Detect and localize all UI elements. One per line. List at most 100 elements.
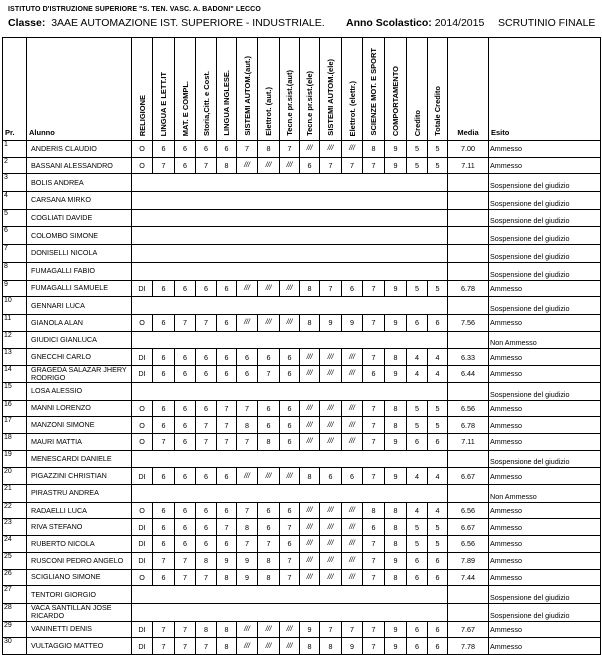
esito-value: Ammesso xyxy=(488,279,601,298)
grade-cell: 9 xyxy=(216,551,237,570)
esito-value: Sospensione del giudizio xyxy=(488,244,601,263)
grade-cell: 6 xyxy=(406,568,428,587)
grade-cell: 7 xyxy=(362,637,385,655)
grade-cell: 6 xyxy=(216,279,237,298)
student-name: FUMAGALLI FABIO xyxy=(26,261,132,281)
column-header-media: Media xyxy=(447,37,489,141)
media-value: 7.44 xyxy=(447,568,489,587)
grade-cell: 6 xyxy=(319,467,342,486)
row-number: 8 xyxy=(2,261,27,281)
row-number: 3 xyxy=(2,173,27,193)
column-header-subject: SCIENZE MOT. E SPORT xyxy=(362,37,385,141)
grade-cell: 8 xyxy=(384,416,407,434)
grade-cell: 7 xyxy=(174,637,196,655)
table-row: 21 PIRASTRU ANDREA Non Ammesso xyxy=(2,484,601,503)
column-header-label: Storia,Citt. e Cost. xyxy=(201,70,211,136)
student-name: RIVA STEFANO xyxy=(26,518,132,537)
column-header-label: SCIENZE MOT. E SPORT xyxy=(369,48,378,136)
row-number: 6 xyxy=(2,226,27,246)
row-number: 2 xyxy=(2,156,27,175)
grades-empty-cell xyxy=(131,244,448,263)
column-header-label: Elettrot. (elettr.) xyxy=(347,80,357,136)
grade-cell: 6 xyxy=(427,313,448,332)
grade-cell: 7 xyxy=(257,364,280,383)
grade-cell: 8 xyxy=(384,501,407,520)
grade-cell: 6 xyxy=(406,637,428,655)
grade-cell: 7 xyxy=(279,568,300,587)
grade-cell: 4 xyxy=(406,467,428,486)
grade-cell: 7 xyxy=(362,433,385,451)
grade-cell: /// xyxy=(341,568,363,587)
column-header-label: RELIGIONE xyxy=(137,94,147,136)
grade-cell: /// xyxy=(319,140,342,158)
grade-cell: 7 xyxy=(257,535,280,553)
esito-value: Sospensione del giudizio xyxy=(488,191,601,210)
student-name: PIRASTRU ANDREA xyxy=(26,484,132,503)
row-number: 1 xyxy=(2,140,27,158)
grade-cell: 6 xyxy=(257,416,280,434)
table-row: 6 COLOMBO SIMONE Sospensione del giudizio xyxy=(2,226,601,246)
esito-value: Ammesso xyxy=(488,140,601,158)
student-name: SCIGLIANO SIMONE xyxy=(26,568,132,587)
grade-cell: 6 xyxy=(406,313,428,332)
grade-cell: 7 xyxy=(362,535,385,553)
grade-cell: 4 xyxy=(427,364,448,383)
grade-cell: 6 xyxy=(257,348,280,366)
media-value: 7.67 xyxy=(447,620,489,639)
grades-empty-cell xyxy=(131,602,448,622)
student-name: RUSCONI PEDRO ANGELO xyxy=(26,551,132,570)
grade-cell: 6 xyxy=(174,535,196,553)
grade-cell: 6 xyxy=(174,467,196,486)
grade-cell: 8 xyxy=(299,467,320,486)
grade-cell: 8 xyxy=(299,279,320,298)
grade-cell: DI xyxy=(131,518,153,537)
grade-cell: O xyxy=(131,156,153,175)
grade-cell: 5 xyxy=(406,140,428,158)
grade-cell: /// xyxy=(299,568,320,587)
grades-empty-cell xyxy=(131,208,448,228)
grade-cell: 6 xyxy=(152,518,175,537)
grade-cell: 5 xyxy=(427,518,448,537)
media-value xyxy=(447,449,489,469)
table-row: 10 GENNARI LUCA Sospensione del giudizio xyxy=(2,296,601,315)
column-header-subject: LINGUA INGLESE. xyxy=(216,37,237,141)
grade-cell: /// xyxy=(299,364,320,383)
grade-cell: 6 xyxy=(406,551,428,570)
grade-cell: 7 xyxy=(362,620,385,639)
grade-cell: /// xyxy=(319,348,342,366)
grade-cell: 7 xyxy=(362,568,385,587)
grade-cell: /// xyxy=(299,501,320,520)
column-header-subject: Credito xyxy=(406,37,428,141)
grade-cell: 6 xyxy=(279,348,300,366)
student-name: MAURI MATTIA xyxy=(26,433,132,451)
grade-cell: 9 xyxy=(384,551,407,570)
grade-cell: 7 xyxy=(362,467,385,486)
grade-cell: 6 xyxy=(279,501,300,520)
grades-empty-cell xyxy=(131,330,448,350)
grade-cell: DI xyxy=(131,279,153,298)
grade-cell: 6 xyxy=(152,140,175,158)
table-row: 28 VACA SANTILLAN JOSE RICARDO Sospensione… xyxy=(2,602,601,622)
grade-cell: /// xyxy=(236,620,258,639)
grade-cell: 7 xyxy=(362,279,385,298)
column-header-subject: SISTEMI AUTOM.(aut.) xyxy=(236,37,258,141)
grade-cell: 5 xyxy=(406,156,428,175)
grade-cell: 4 xyxy=(427,348,448,366)
grade-cell: /// xyxy=(279,279,300,298)
grades-empty-cell xyxy=(131,261,448,281)
media-value xyxy=(447,585,489,604)
grade-cell: /// xyxy=(319,433,342,451)
document-title: SCRUTINIO FINALE xyxy=(498,17,596,29)
grade-cell: 5 xyxy=(427,399,448,418)
esito-value: Non Ammesso xyxy=(488,484,601,503)
media-value xyxy=(447,261,489,281)
table-row: 30 VULTAGGIO MATTEO DI 7 7 7 8/////////8 8 9 7 9 6 6… xyxy=(2,637,601,655)
student-name: MENESCARDI DANIELE xyxy=(26,449,132,469)
row-number: 29 xyxy=(2,620,27,639)
grade-cell: 6 xyxy=(257,399,280,418)
grade-cell: 7 xyxy=(195,433,217,451)
grade-cell: 8 xyxy=(257,433,280,451)
column-header-subject: MAT. E COMPL. xyxy=(174,37,196,141)
grade-cell: 6 xyxy=(427,637,448,655)
grade-cell: 7 xyxy=(216,433,237,451)
